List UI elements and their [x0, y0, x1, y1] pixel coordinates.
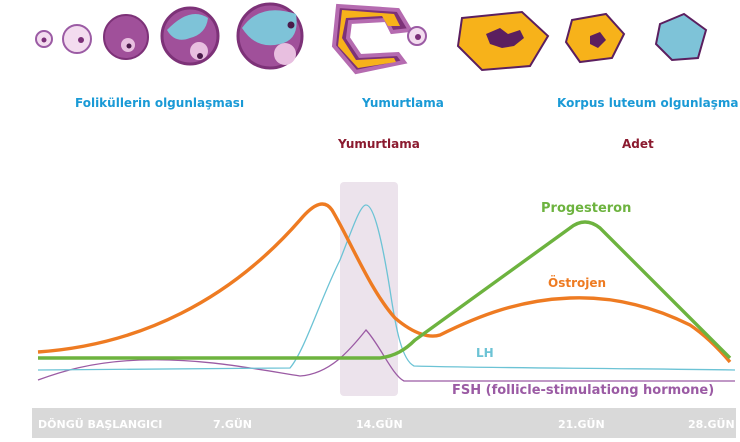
- ovulation-stage-label: Yumurtlama: [362, 96, 444, 110]
- ovulation-band: [340, 182, 398, 396]
- corpus-luteum-icons: [456, 10, 708, 72]
- day-28-label: 28.GÜN: [688, 418, 735, 431]
- fsh-curve: [37, 329, 735, 382]
- day-21-label: 21.GÜN: [558, 418, 605, 431]
- lh-curve: [37, 204, 736, 371]
- progesterone-curve: [38, 220, 732, 360]
- follicle-icon-3: [103, 14, 149, 60]
- day-7-label: 7.GÜN: [213, 418, 252, 431]
- cycle-timeline-bar: [32, 408, 736, 438]
- fsh-label: FSH (follicle-stimulationg hormone): [452, 383, 715, 398]
- ovulation-stage-icon: [331, 3, 427, 75]
- progesterone-label: Progesteron: [541, 201, 632, 216]
- follicle-maturation-label: Foliküllerin olgunlaşması: [75, 96, 245, 110]
- estrogen-label: Östrojen: [548, 276, 607, 290]
- menstruation-phase-label: Adet: [622, 137, 654, 151]
- corpus-luteum-label: Korpus luteum olgunlaşma: [557, 96, 739, 110]
- lh-label: LH: [476, 346, 494, 360]
- cycle-start-label: DÖNGÜ BAŞLANGICI: [38, 418, 163, 431]
- follicle-stage-icons: [35, 2, 304, 70]
- estrogen-curve: [37, 202, 732, 364]
- follicle-icon-2: [62, 24, 92, 54]
- ovulation-phase-label: Yumurtlama: [338, 137, 420, 151]
- day-14-label: 14.GÜN: [356, 418, 403, 431]
- corpus-luteum-icon-3: [654, 12, 708, 62]
